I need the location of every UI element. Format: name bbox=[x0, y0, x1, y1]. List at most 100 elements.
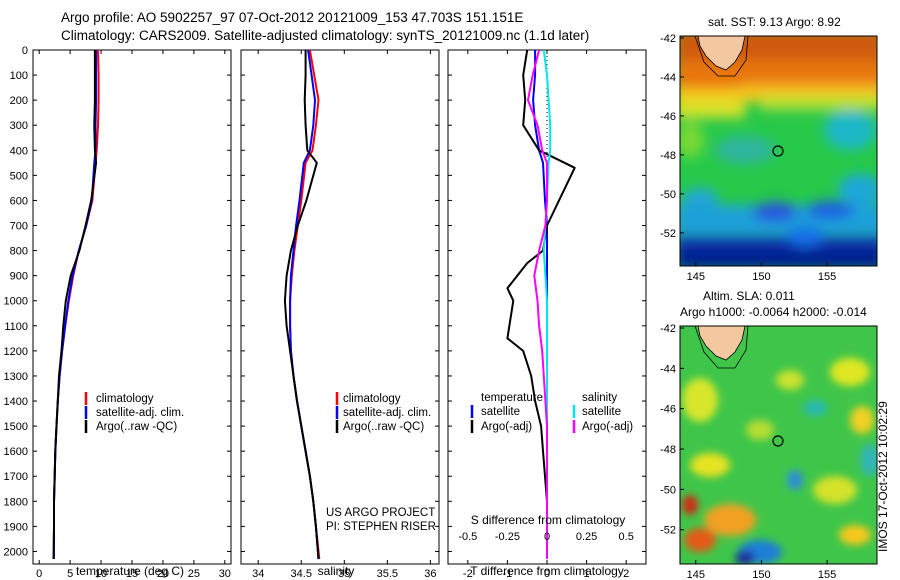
sst-map-image bbox=[680, 36, 877, 266]
depth-tick-label: 200 bbox=[10, 95, 28, 107]
map-x-tick-label: 145 bbox=[687, 569, 705, 580]
series-line-argo-raw-qc- bbox=[283, 50, 320, 560]
map-y-tick-label: -46 bbox=[660, 111, 676, 123]
depth-tick-label: 800 bbox=[10, 246, 28, 258]
map-y-tick-label: -42 bbox=[660, 33, 676, 45]
depth-tick-label: 300 bbox=[10, 120, 28, 132]
pi-annotation: PI: STEPHEN RISER bbox=[326, 521, 436, 533]
x-tick-label: 34.5 bbox=[291, 568, 312, 580]
sst-map-frame bbox=[679, 35, 878, 267]
x-tick-label: -2 bbox=[463, 568, 473, 580]
depth-tick-label: 700 bbox=[10, 221, 28, 233]
salinity-legend: climatology satellite-adj. clim. Argo(..… bbox=[335, 392, 431, 433]
map-y-tick-label: -48 bbox=[660, 444, 676, 456]
salinity-axis-label: salinity bbox=[318, 564, 355, 578]
map-x-tick-label: 155 bbox=[818, 569, 836, 580]
map-y-tick-label: -50 bbox=[660, 189, 676, 201]
x-tick-label: 15 bbox=[126, 568, 138, 580]
x-tick-label: 36 bbox=[424, 568, 436, 580]
depth-tick-label: 1600 bbox=[4, 446, 28, 458]
s-difference-tick-label: 0.25 bbox=[576, 531, 597, 543]
series-line-temperature-argo-adj- bbox=[506, 49, 576, 559]
x-tick-label: 35.5 bbox=[377, 568, 398, 580]
sla-map-frame bbox=[679, 325, 878, 565]
s-difference-tick-label: 0.5 bbox=[619, 531, 634, 543]
temperature-legend: climatology satellite-adj. clim. Argo(..… bbox=[84, 392, 184, 433]
depth-tick-label: 2000 bbox=[4, 546, 28, 558]
figure-title-line-1: Argo profile: AO 5902257_97 07-Oct-2012 … bbox=[61, 10, 524, 25]
x-tick-label: 1 bbox=[584, 568, 590, 580]
map-y-tick-label: -44 bbox=[660, 72, 676, 84]
legend-label-satellite: satellite-adj. clim. bbox=[343, 407, 431, 419]
map-y-tick-label: -42 bbox=[660, 323, 676, 335]
series-line-climatology bbox=[52, 49, 100, 560]
depth-tick-label: 1700 bbox=[4, 471, 28, 483]
legend-label-t-satellite: satellite bbox=[481, 406, 520, 418]
x-tick-label: 25 bbox=[188, 568, 200, 580]
temperature-plot: 0 5 10 15 20 25 30 bbox=[36, 49, 231, 580]
x-tick-label: 0 bbox=[544, 568, 550, 580]
depth-tick-label: 900 bbox=[10, 271, 28, 283]
series-line-salinity-argo-adj- bbox=[527, 49, 548, 559]
salinity-panel-frame bbox=[240, 49, 440, 565]
depth-tick-label: 1900 bbox=[4, 521, 28, 533]
x-tick-label: 35 bbox=[338, 568, 350, 580]
depth-tick-label: 1400 bbox=[4, 396, 28, 408]
project-annotation: US ARGO PROJECT bbox=[326, 507, 435, 519]
legend-label-climatology: climatology bbox=[343, 393, 401, 405]
difference-legend: temperature satellite Argo(-adj) salinit… bbox=[470, 392, 633, 433]
legend-label-argo: Argo(..raw -QC) bbox=[343, 421, 424, 433]
map-y-tick-label: -50 bbox=[660, 484, 676, 496]
legend-title-temperature: temperature bbox=[481, 392, 543, 404]
s-difference-tick-label: -0.25 bbox=[495, 531, 520, 543]
map-y-tick-label: -44 bbox=[660, 363, 676, 375]
legend-label-argo: Argo(..raw -QC) bbox=[96, 421, 177, 433]
x-tick-label: 0 bbox=[36, 568, 42, 580]
s-difference-axis-label: S difference from climatology bbox=[471, 513, 626, 527]
legend-label-satellite: satellite-adj. clim. bbox=[96, 407, 184, 419]
depth-tick-label: 1800 bbox=[4, 496, 28, 508]
sla-map-image bbox=[680, 326, 877, 564]
sla-map-axes: 145 150 155 -42 -44 -46 -48 -50 -52 bbox=[660, 323, 836, 580]
sst-map-title: sat. SST: 9.13 Argo: 8.92 bbox=[708, 15, 841, 29]
depth-tick-label: 1500 bbox=[4, 421, 28, 433]
depth-tick-label: 1200 bbox=[4, 346, 28, 358]
depth-tick-label: 1300 bbox=[4, 371, 28, 383]
figure-title-line-2: Climatology: CARS2009. Satellite-adjuste… bbox=[61, 28, 590, 43]
argo-location-marker-sst bbox=[772, 145, 784, 157]
x-tick-label: 30 bbox=[219, 568, 231, 580]
legend-label-climatology: climatology bbox=[96, 393, 154, 405]
series-line-satellite-adj-clim- bbox=[289, 49, 320, 560]
map-x-tick-label: 150 bbox=[752, 271, 770, 283]
s-difference-tick-label: -0.5 bbox=[458, 531, 477, 543]
difference-plot: -2 -1 0 1 2 -0.5 -0.25 0 0.25 0.5 bbox=[458, 49, 634, 580]
map-x-tick-label: 150 bbox=[752, 569, 770, 580]
salinity-plot: 34 34.5 35 35.5 36 bbox=[252, 49, 437, 580]
legend-title-salinity: salinity bbox=[582, 392, 617, 404]
s-difference-tick-label: 0 bbox=[544, 531, 550, 543]
t-difference-axis-label: T difference from climatology bbox=[470, 564, 624, 578]
map-x-tick-label: 155 bbox=[818, 271, 836, 283]
x-tick-label: 20 bbox=[157, 568, 169, 580]
map-y-tick-label: -52 bbox=[660, 525, 676, 537]
sst-map-axes: 145 150 155 -42 -44 -46 -48 -50 -52 bbox=[660, 33, 836, 283]
depth-tick-label: 1100 bbox=[4, 321, 28, 333]
depth-tick-label: 0 bbox=[22, 45, 28, 57]
x-tick-label: 10 bbox=[95, 568, 107, 580]
depth-axis: 0 100 200 300 400 500 600 700 800 900 1000 1100 1200… bbox=[4, 45, 646, 558]
map-y-tick-label: -52 bbox=[660, 228, 676, 240]
x-tick-label: 2 bbox=[623, 568, 629, 580]
argo-location-marker-sla bbox=[772, 435, 784, 447]
depth-tick-label: 500 bbox=[10, 170, 28, 182]
legend-label-t-argo: Argo(-adj) bbox=[481, 421, 532, 433]
temperature-panel-frame bbox=[32, 49, 232, 565]
map-y-tick-label: -46 bbox=[660, 404, 676, 416]
sla-map-subtitle: Argo h1000: -0.0064 h2000: -0.014 bbox=[680, 305, 867, 319]
map-x-tick-label: 145 bbox=[687, 271, 705, 283]
x-tick-label: -1 bbox=[503, 568, 513, 580]
depth-tick-label: 1000 bbox=[4, 296, 28, 308]
temperature-axis-label: temperature (deg C) bbox=[76, 564, 184, 578]
depth-tick-label: 400 bbox=[10, 145, 28, 157]
legend-label-s-argo: Argo(-adj) bbox=[582, 421, 633, 433]
